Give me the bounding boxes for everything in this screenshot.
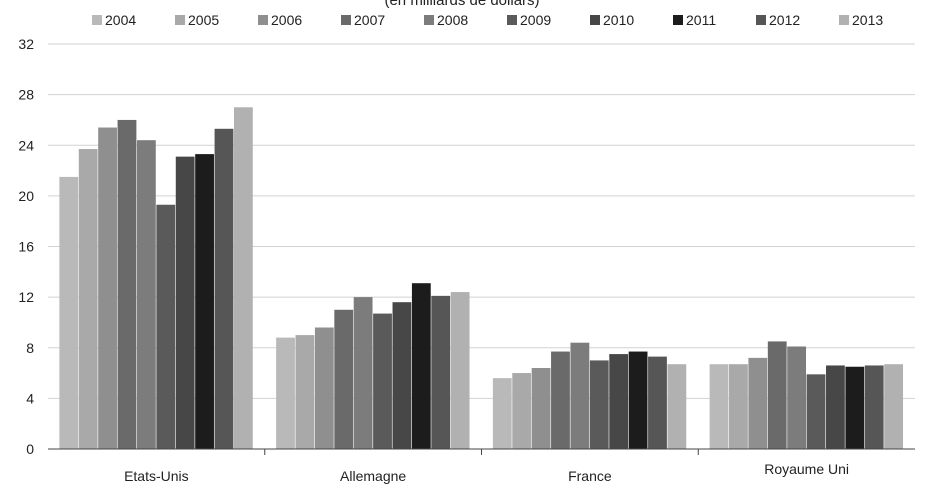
x-category-label: France xyxy=(568,468,612,484)
bar xyxy=(334,309,354,449)
bar xyxy=(748,357,768,449)
bar xyxy=(156,204,176,449)
bar xyxy=(551,351,570,449)
bar xyxy=(295,335,315,449)
legend-label: 2006 xyxy=(271,12,302,28)
bar xyxy=(767,341,787,449)
legend-label: 2011 xyxy=(686,12,716,28)
bar xyxy=(195,154,214,449)
bar xyxy=(431,295,451,449)
bar xyxy=(787,346,807,449)
bar xyxy=(884,364,904,449)
bar xyxy=(353,297,373,449)
bar xyxy=(729,364,748,449)
y-tick-label: 12 xyxy=(18,289,34,305)
bar xyxy=(570,342,590,449)
y-tick-label: 24 xyxy=(18,137,34,153)
legend-label: 2013 xyxy=(852,12,883,28)
bar xyxy=(648,356,667,449)
legend-swatch xyxy=(175,15,185,25)
bar xyxy=(392,302,412,449)
legend-label: 2004 xyxy=(105,12,136,28)
bar xyxy=(233,107,253,449)
bar xyxy=(314,327,334,449)
axes: Etats-Unis Allemagne France Royaume Uni xyxy=(48,448,915,484)
x-category-label: Royaume Uni xyxy=(764,461,849,477)
legend-label: 2012 xyxy=(769,12,800,28)
x-category-label: Allemagne xyxy=(340,468,406,484)
legend-label: 2008 xyxy=(437,12,468,28)
y-tick-label: 8 xyxy=(26,340,34,356)
legend-swatch xyxy=(92,15,102,25)
x-category-label: Etats-Unis xyxy=(124,468,189,484)
bar xyxy=(609,354,629,449)
legend-swatch xyxy=(507,15,517,25)
bar xyxy=(806,374,826,449)
bar xyxy=(78,149,98,449)
bar xyxy=(450,292,470,449)
legend: 2004 2005 2006 2007 2008 2009 2010 2011 2012 2013 xyxy=(92,12,883,28)
y-tick-label: 32 xyxy=(18,36,34,52)
legend-label: 2009 xyxy=(520,12,551,28)
legend-swatch xyxy=(341,15,351,25)
chart-subtitle: (en milliards de dollars) xyxy=(384,0,539,9)
bar xyxy=(531,368,551,449)
bar xyxy=(373,313,392,449)
bar xyxy=(512,373,532,449)
bar xyxy=(845,366,865,449)
legend-label: 2005 xyxy=(188,12,219,28)
bar xyxy=(628,351,648,449)
bar xyxy=(826,365,845,449)
bar xyxy=(864,365,884,449)
legend-swatch xyxy=(590,15,600,25)
legend-label: 2007 xyxy=(354,12,385,28)
bar xyxy=(214,128,234,449)
legend-swatch xyxy=(673,15,683,25)
legend-swatch xyxy=(258,15,268,25)
bars xyxy=(59,107,904,449)
legend-label: 2010 xyxy=(603,12,634,28)
legend-swatch xyxy=(839,15,849,25)
bar xyxy=(117,119,137,449)
bar xyxy=(667,364,687,449)
bar xyxy=(709,364,729,449)
legend-swatch xyxy=(424,15,434,25)
bar xyxy=(59,176,79,449)
bar xyxy=(276,337,295,449)
bar xyxy=(589,360,609,449)
y-tick-label: 16 xyxy=(18,239,34,255)
bar xyxy=(492,378,512,449)
bar xyxy=(98,127,117,449)
y-tick-label: 0 xyxy=(26,441,34,457)
bar xyxy=(411,283,431,449)
bar xyxy=(175,156,195,449)
legend-swatch xyxy=(756,15,766,25)
bar xyxy=(136,140,156,449)
y-tick-label: 4 xyxy=(26,390,34,406)
y-tick-label: 20 xyxy=(18,188,34,204)
y-tick-label: 28 xyxy=(18,87,34,103)
